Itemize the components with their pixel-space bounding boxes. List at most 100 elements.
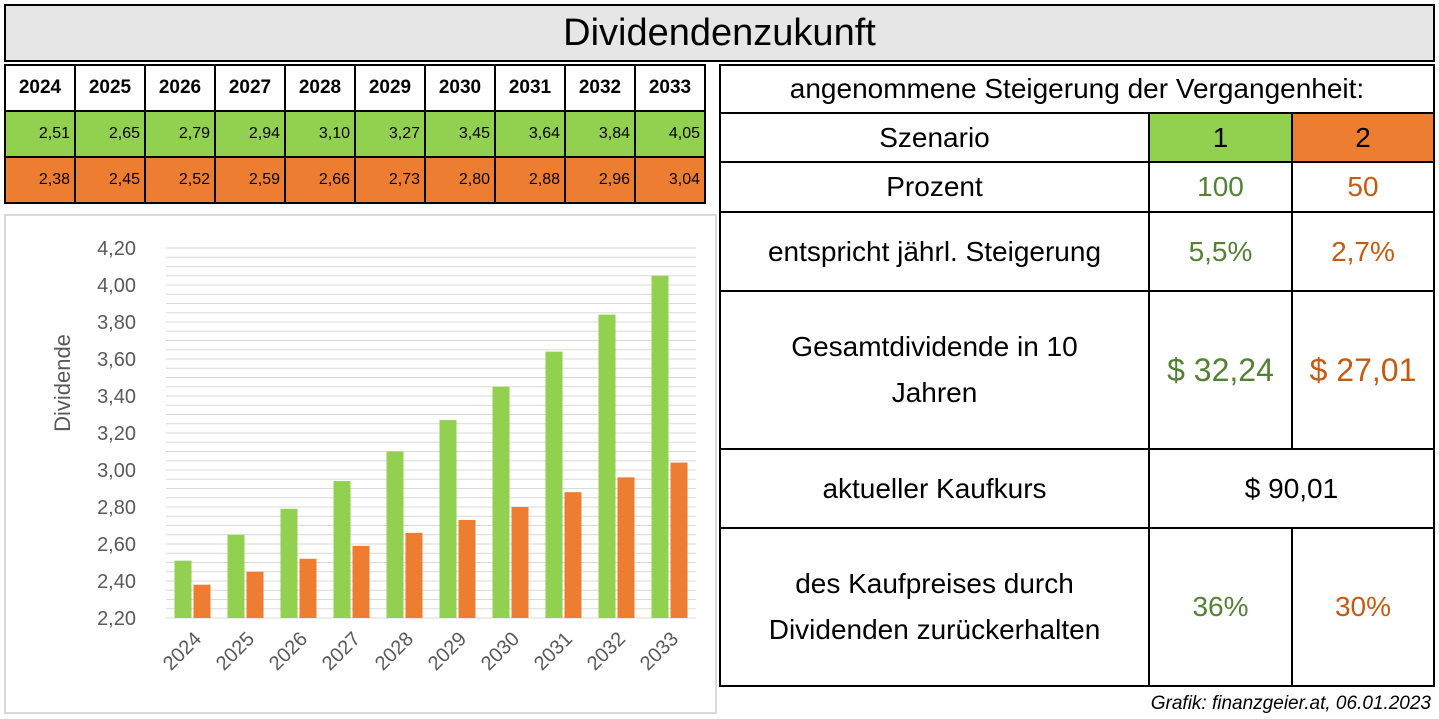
y-tick-label: 3,00 <box>97 460 136 482</box>
x-tick-label: 2025 <box>212 628 259 675</box>
scenario2-value: 2,73 <box>354 156 426 204</box>
y-tick-label: 2,60 <box>97 534 136 556</box>
steigerung-label: entspricht jährl. Steigerung <box>719 211 1150 292</box>
scenario1-row: 2,51 2,65 2,79 2,94 3,10 3,27 3,45 3,64 … <box>4 110 706 158</box>
x-tick-label: 2032 <box>583 628 630 675</box>
scenario2-value: 2,88 <box>494 156 566 204</box>
zurueckerhalten-1: 36% <box>1148 527 1293 687</box>
zurueckerhalten-2: 30% <box>1291 527 1435 687</box>
y-tick-label: 3,20 <box>97 423 136 445</box>
scenario1-value: 4,05 <box>634 110 706 158</box>
bar-series2-2024 <box>193 584 211 618</box>
scenario2-value: 2,38 <box>4 156 76 204</box>
page-title: Dividendenzukunft <box>4 4 1435 62</box>
gesamtdividende-label-line2: Jahren <box>891 377 978 408</box>
grid-layer <box>166 247 696 619</box>
y-tick-label: 3,80 <box>97 312 136 334</box>
scenario1-value: 2,51 <box>4 110 76 158</box>
szenario-1-header: 1 <box>1148 112 1293 163</box>
bars <box>174 275 688 618</box>
y-tick-label: 4,20 <box>97 238 136 260</box>
bar-series1-2032 <box>598 314 616 618</box>
x-tick-label: 2026 <box>265 628 312 675</box>
scenario1-value: 2,94 <box>214 110 286 158</box>
year-cell: 2031 <box>494 64 566 112</box>
bar-series1-2031 <box>545 351 563 618</box>
x-tick-label: 2031 <box>530 628 577 675</box>
zurueckerhalten-label: des Kaufpreises durch Dividenden zurücke… <box>719 527 1150 687</box>
bar-series1-2028 <box>386 451 404 618</box>
y-tick-label: 3,40 <box>97 386 136 408</box>
zurueckerhalten-label-line1: des Kaufpreises durch <box>795 568 1074 599</box>
x-tick-label: 2027 <box>318 628 365 675</box>
kaufkurs-label: aktueller Kaufkurs <box>719 448 1150 529</box>
bar-series1-2029 <box>439 420 457 618</box>
gesamtdividende-label: Gesamtdividende in 10 Jahren <box>719 290 1150 450</box>
bar-series2-2033 <box>670 462 688 618</box>
x-axis-ticks: 2024 2025 2026 2027 2028 2029 2030 2031 2032 2033 <box>159 628 683 675</box>
y-tick-label: 3,60 <box>97 349 136 371</box>
scenario2-value: 2,66 <box>284 156 356 204</box>
y-tick-label: 4,00 <box>97 275 136 297</box>
bar-series2-2030 <box>511 507 529 618</box>
x-tick-label: 2029 <box>424 628 471 675</box>
credit-line: Grafik: finanzgeier.at, 06.01.2023 <box>1150 693 1431 714</box>
info-heading: angenommene Steigerung der Vergangenheit… <box>719 64 1435 114</box>
bar-series1-2025 <box>227 534 245 618</box>
prozent-1: 100 <box>1148 161 1293 213</box>
zurueckerhalten-label-line2: Dividenden zurückerhalten <box>768 614 1101 645</box>
dividend-chart-svg: 2,20 2,40 2,60 2,80 3,00 3,20 3,40 3,60 3,80 4,00… <box>50 238 696 675</box>
scenario1-value: 3,84 <box>564 110 636 158</box>
bar-series1-2030 <box>492 386 510 618</box>
year-cell: 2028 <box>284 64 356 112</box>
bar-series2-2028 <box>405 532 423 618</box>
scenario2-value: 2,80 <box>424 156 496 204</box>
years-header-row: 2024 2025 2026 2027 2028 2029 2030 2031 … <box>4 64 706 112</box>
y-tick-label: 2,40 <box>97 571 136 593</box>
x-tick-label: 2033 <box>636 628 683 675</box>
year-cell: 2025 <box>74 64 146 112</box>
year-cell: 2024 <box>4 64 76 112</box>
scenario1-value: 3,27 <box>354 110 426 158</box>
year-cell: 2027 <box>214 64 286 112</box>
bar-series1-2027 <box>333 481 351 618</box>
scenario2-value: 2,52 <box>144 156 216 204</box>
year-cell: 2030 <box>424 64 496 112</box>
scenario2-row: 2,38 2,45 2,52 2,59 2,66 2,73 2,80 2,88 … <box>4 156 706 204</box>
bar-series1-2026 <box>280 508 298 618</box>
dividend-years-table: 2024 2025 2026 2027 2028 2029 2030 2031 … <box>4 64 706 204</box>
y-tick-label: 2,20 <box>97 608 136 630</box>
bar-series2-2032 <box>617 477 635 618</box>
scenario-info-table: angenommene Steigerung der Vergangenheit… <box>719 64 1435 687</box>
kaufkurs-value: $ 90,01 <box>1148 448 1435 529</box>
bar-series2-2025 <box>246 571 264 618</box>
year-cell: 2026 <box>144 64 216 112</box>
steigerung-1: 5,5% <box>1148 211 1293 292</box>
gesamtdividende-2: $ 27,01 <box>1291 290 1435 450</box>
scenario1-value: 3,45 <box>424 110 496 158</box>
steigerung-2: 2,7% <box>1291 211 1435 292</box>
year-cell: 2029 <box>354 64 426 112</box>
szenario-2-header: 2 <box>1291 112 1435 163</box>
x-tick-label: 2030 <box>477 628 524 675</box>
x-tick-label: 2024 <box>159 628 206 675</box>
y-axis-ticks: 2,20 2,40 2,60 2,80 3,00 3,20 3,40 3,60 3,80 4,00… <box>97 238 136 630</box>
prozent-label: Prozent <box>719 161 1150 213</box>
dividend-chart: 2,20 2,40 2,60 2,80 3,00 3,20 3,40 3,60 3,80 4,00… <box>4 214 717 714</box>
year-cell: 2033 <box>634 64 706 112</box>
scenario2-value: 2,59 <box>214 156 286 204</box>
prozent-2: 50 <box>1291 161 1435 213</box>
szenario-label: Szenario <box>719 112 1150 163</box>
gesamtdividende-label-line1: Gesamtdividende in 10 <box>791 331 1078 362</box>
y-tick-label: 2,80 <box>97 497 136 519</box>
bar-series2-2027 <box>352 545 370 618</box>
scenario2-value: 2,96 <box>564 156 636 204</box>
scenario1-value: 3,64 <box>494 110 566 158</box>
bar-series2-2031 <box>564 492 582 618</box>
bar-series2-2026 <box>299 558 317 618</box>
scenario1-value: 2,65 <box>74 110 146 158</box>
y-axis-label: Dividende <box>50 334 75 432</box>
scenario2-value: 3,04 <box>634 156 706 204</box>
x-tick-label: 2028 <box>371 628 418 675</box>
gesamtdividende-1: $ 32,24 <box>1148 290 1293 450</box>
